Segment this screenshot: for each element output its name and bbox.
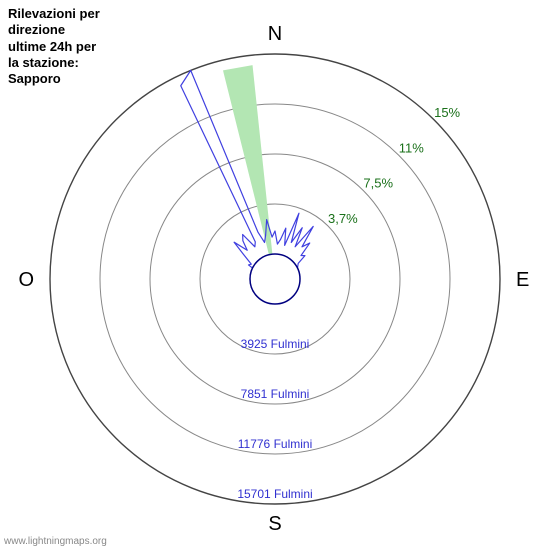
cardinal-label: E — [516, 269, 529, 291]
fulmini-label: 11776 Fulmini — [238, 437, 312, 451]
pct-label: 7,5% — [363, 176, 393, 191]
footer-credit: www.lightningmaps.org — [4, 536, 107, 547]
center-circle — [250, 254, 300, 304]
fulmini-label: 7851 Fulmini — [241, 387, 310, 401]
pct-label: 11% — [399, 140, 424, 155]
polar-chart: 3,7% 7,5% 11% 15% 3925 Fulmini 7851 Fulmini 11… — [0, 0, 550, 550]
cardinal-label: O — [18, 269, 34, 291]
pct-label: 3,7% — [328, 211, 358, 226]
pct-label: 15% — [434, 105, 460, 120]
cardinal-label: S — [268, 513, 281, 535]
cardinal-label: N — [268, 23, 282, 45]
fulmini-label: 15701 Fulmini — [237, 487, 312, 501]
fulmini-label: 3925 Fulmini — [241, 337, 310, 351]
